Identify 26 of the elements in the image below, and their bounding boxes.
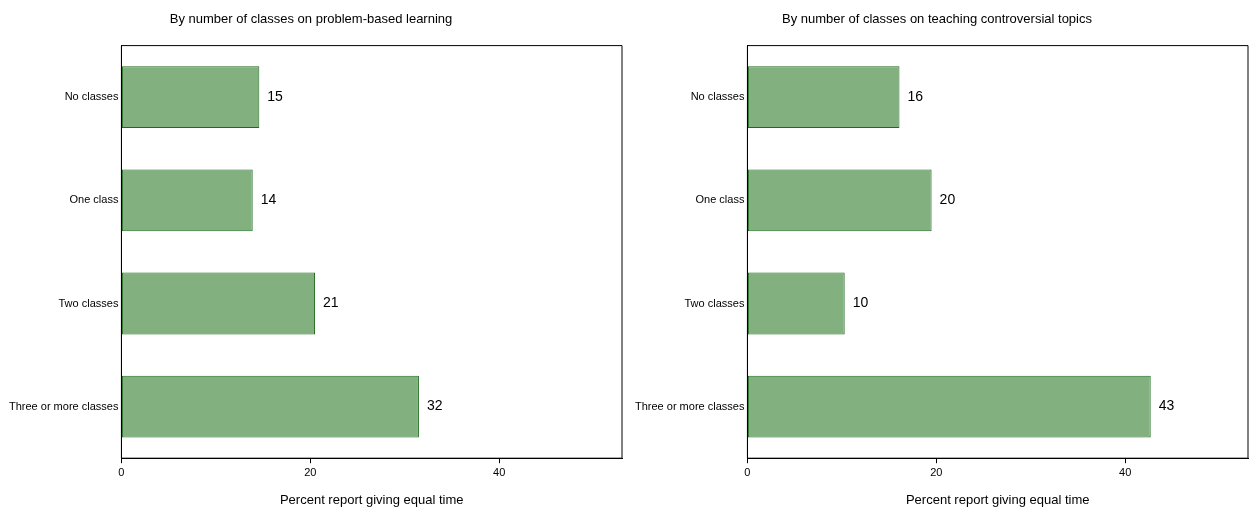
data-label: 21: [323, 294, 339, 311]
y-tick-label: No classes: [690, 90, 745, 103]
y-tick-label: Two classes: [684, 296, 745, 309]
data-label: 43: [1158, 397, 1175, 414]
x-tick-label: 20: [304, 465, 317, 478]
x-tick-label: 40: [1119, 465, 1132, 478]
data-label: 14: [260, 191, 277, 208]
y-tick-label: Three or more classes: [634, 399, 745, 412]
y-tick-label: One class: [695, 193, 745, 206]
x-axis-title: Percent report giving equal time: [905, 491, 1090, 507]
y-tick-label: Two classes: [58, 296, 119, 309]
y-tick-label: Three or more classes: [8, 399, 119, 412]
x-tick-label: 0: [744, 465, 751, 478]
y-tick-label: No classes: [64, 90, 119, 103]
x-axis-title: Percent report giving equal time: [279, 491, 464, 507]
data-label: 32: [426, 397, 443, 414]
x-tick-label: 0: [118, 465, 125, 478]
data-label: 15: [267, 88, 284, 105]
x-tick-label: 40: [493, 465, 506, 478]
y-tick-label: One class: [69, 193, 119, 206]
chart-title: By number of classes on problem-based learning: [169, 11, 453, 27]
chart-title: By number of classes on teaching controversial topics: [782, 11, 1093, 27]
data-label: 16: [907, 88, 924, 105]
data-label: 20: [939, 191, 956, 208]
data-label: 10: [852, 294, 869, 311]
x-tick-label: 20: [930, 465, 943, 478]
